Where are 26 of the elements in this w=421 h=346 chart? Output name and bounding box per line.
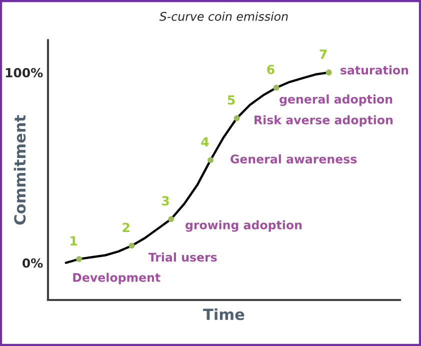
- point: [208, 157, 214, 164]
- y-tick-label: 100%: [6, 68, 43, 78]
- annotation: 3: [162, 196, 169, 206]
- annotation: Risk averse adoption: [254, 115, 393, 127]
- y-axis-title: Commitment: [14, 115, 26, 225]
- x-axis-title: Time: [203, 308, 244, 320]
- annotation: growing adoption: [186, 220, 302, 232]
- text: saturation: [340, 65, 408, 75]
- point: [128, 242, 135, 249]
- annotation: Trial users: [148, 252, 217, 262]
- annotation: Development: [73, 272, 160, 284]
- point: [76, 256, 82, 262]
- point: [234, 115, 240, 122]
- annotation: 1: [70, 236, 78, 246]
- point: [168, 216, 174, 222]
- annotation: 7: [320, 50, 327, 59]
- point: [273, 84, 280, 91]
- annotation: 4: [201, 137, 209, 146]
- chart-title: S-curve coin emission: [159, 12, 288, 21]
- annotation: General awareness: [230, 154, 357, 164]
- annotation: 2: [122, 222, 130, 232]
- annotation: 6: [267, 64, 274, 74]
- annotation: general adoption: [280, 94, 392, 106]
- annotation: 5: [228, 95, 235, 105]
- point: [326, 70, 332, 76]
- y-tick-label: 0%: [22, 258, 43, 268]
